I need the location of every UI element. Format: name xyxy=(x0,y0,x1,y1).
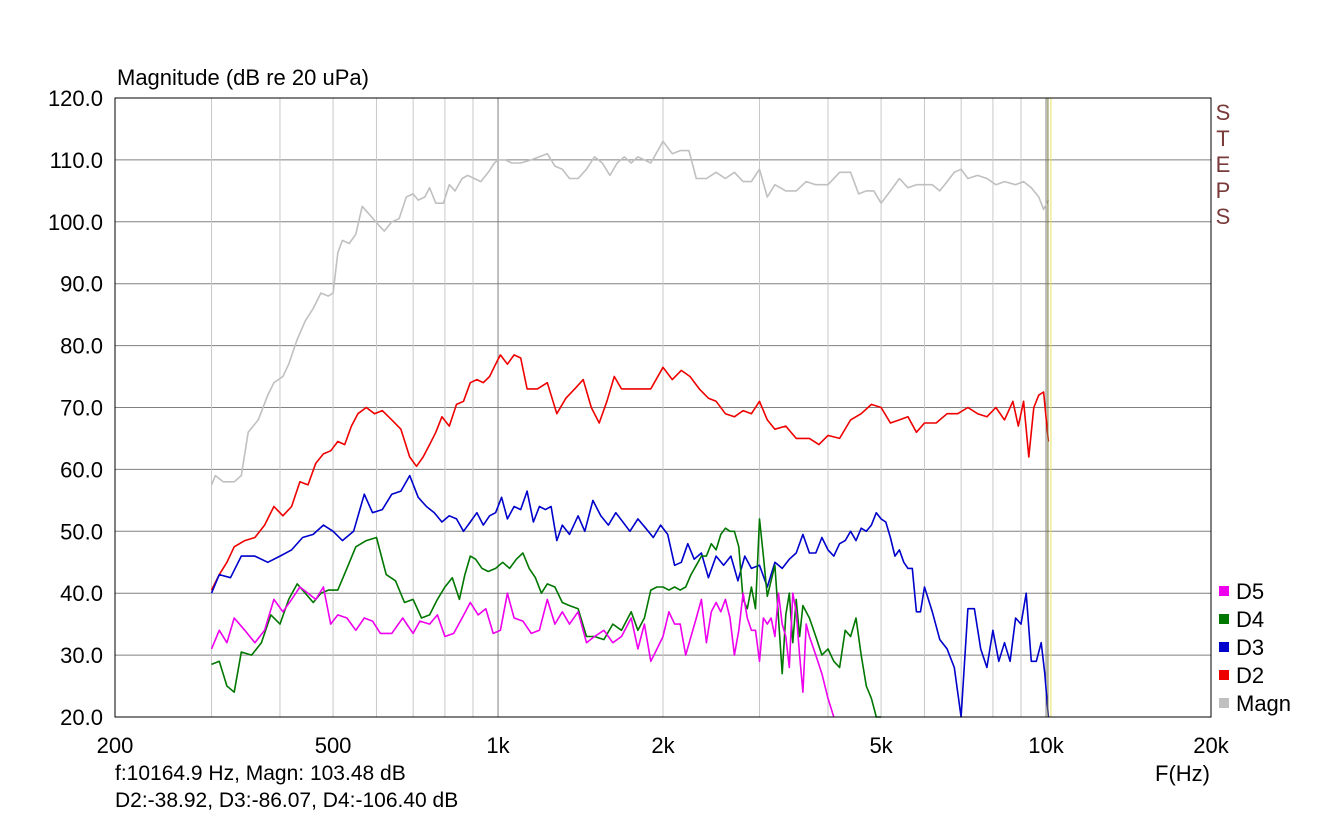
legend-swatch xyxy=(1219,698,1229,708)
y-axis-ticks: 120.0 110.0 100.0 90.0 80.0 70.0 60.0 50.0 40.0 3… xyxy=(48,86,103,730)
x-tick-label: 200 xyxy=(97,733,134,758)
y-tick-label: 70.0 xyxy=(60,396,103,421)
y-tick-label: 90.0 xyxy=(60,272,103,297)
legend-swatch xyxy=(1219,670,1229,680)
legend-label: D5 xyxy=(1236,579,1264,604)
y-tick-label: 110.0 xyxy=(50,148,103,173)
cursor-readout-line1: f:10164.9 Hz, Magn: 103.48 dB xyxy=(115,762,406,785)
x-tick-label: 500 xyxy=(315,733,352,758)
y-tick-label: 50.0 xyxy=(60,519,103,544)
y-tick-label: 20.0 xyxy=(60,705,103,730)
legend-swatch xyxy=(1219,586,1229,596)
x-tick-label: 1k xyxy=(486,733,510,758)
plot-frame xyxy=(114,97,1212,718)
x-axis-ticks: 200 500 1k 2k 5k 10k 20k xyxy=(97,733,1230,758)
series-line-d3 xyxy=(210,474,1050,718)
steps-letter: S xyxy=(1216,204,1231,229)
y-tick-label: 40.0 xyxy=(60,581,103,606)
x-tick-label: 20k xyxy=(1193,733,1229,758)
x-tick-label: 2k xyxy=(651,733,675,758)
y-tick-label: 60.0 xyxy=(60,457,103,482)
series-line-magn xyxy=(210,140,1050,486)
y-tick-label: 120.0 xyxy=(48,86,103,111)
steps-letter: E xyxy=(1216,152,1231,177)
y-tick-label: 30.0 xyxy=(60,643,103,668)
legend-label: D2 xyxy=(1236,663,1264,688)
cursor-line[interactable] xyxy=(1047,98,1052,717)
legend-swatch xyxy=(1219,614,1229,624)
series-line-d5 xyxy=(210,586,835,718)
chart-series xyxy=(210,140,1050,718)
x-tick-label: 10k xyxy=(1028,733,1064,758)
steps-letter: T xyxy=(1216,126,1229,151)
chart-title: Magnitude (dB re 20 uPa) xyxy=(117,65,369,90)
legend-label: Magn xyxy=(1236,691,1291,716)
legend-swatch xyxy=(1219,642,1229,652)
chart-legend: D5 D4 D3 D2 Magn xyxy=(1219,579,1291,716)
cursor-readout-line2: D2:-38.92, D3:-86.07, D4:-106.40 dB xyxy=(115,789,459,812)
legend-label: D4 xyxy=(1236,607,1264,632)
series-line-d2 xyxy=(210,354,1050,591)
legend-label: D3 xyxy=(1236,635,1264,660)
steps-letter: P xyxy=(1216,178,1231,203)
x-tick-label: 5k xyxy=(869,733,893,758)
y-tick-label: 100.0 xyxy=(48,210,103,235)
y-tick-label: 80.0 xyxy=(60,334,103,359)
x-axis-label: F(Hz) xyxy=(1155,761,1210,786)
steps-letter: S xyxy=(1216,100,1231,125)
